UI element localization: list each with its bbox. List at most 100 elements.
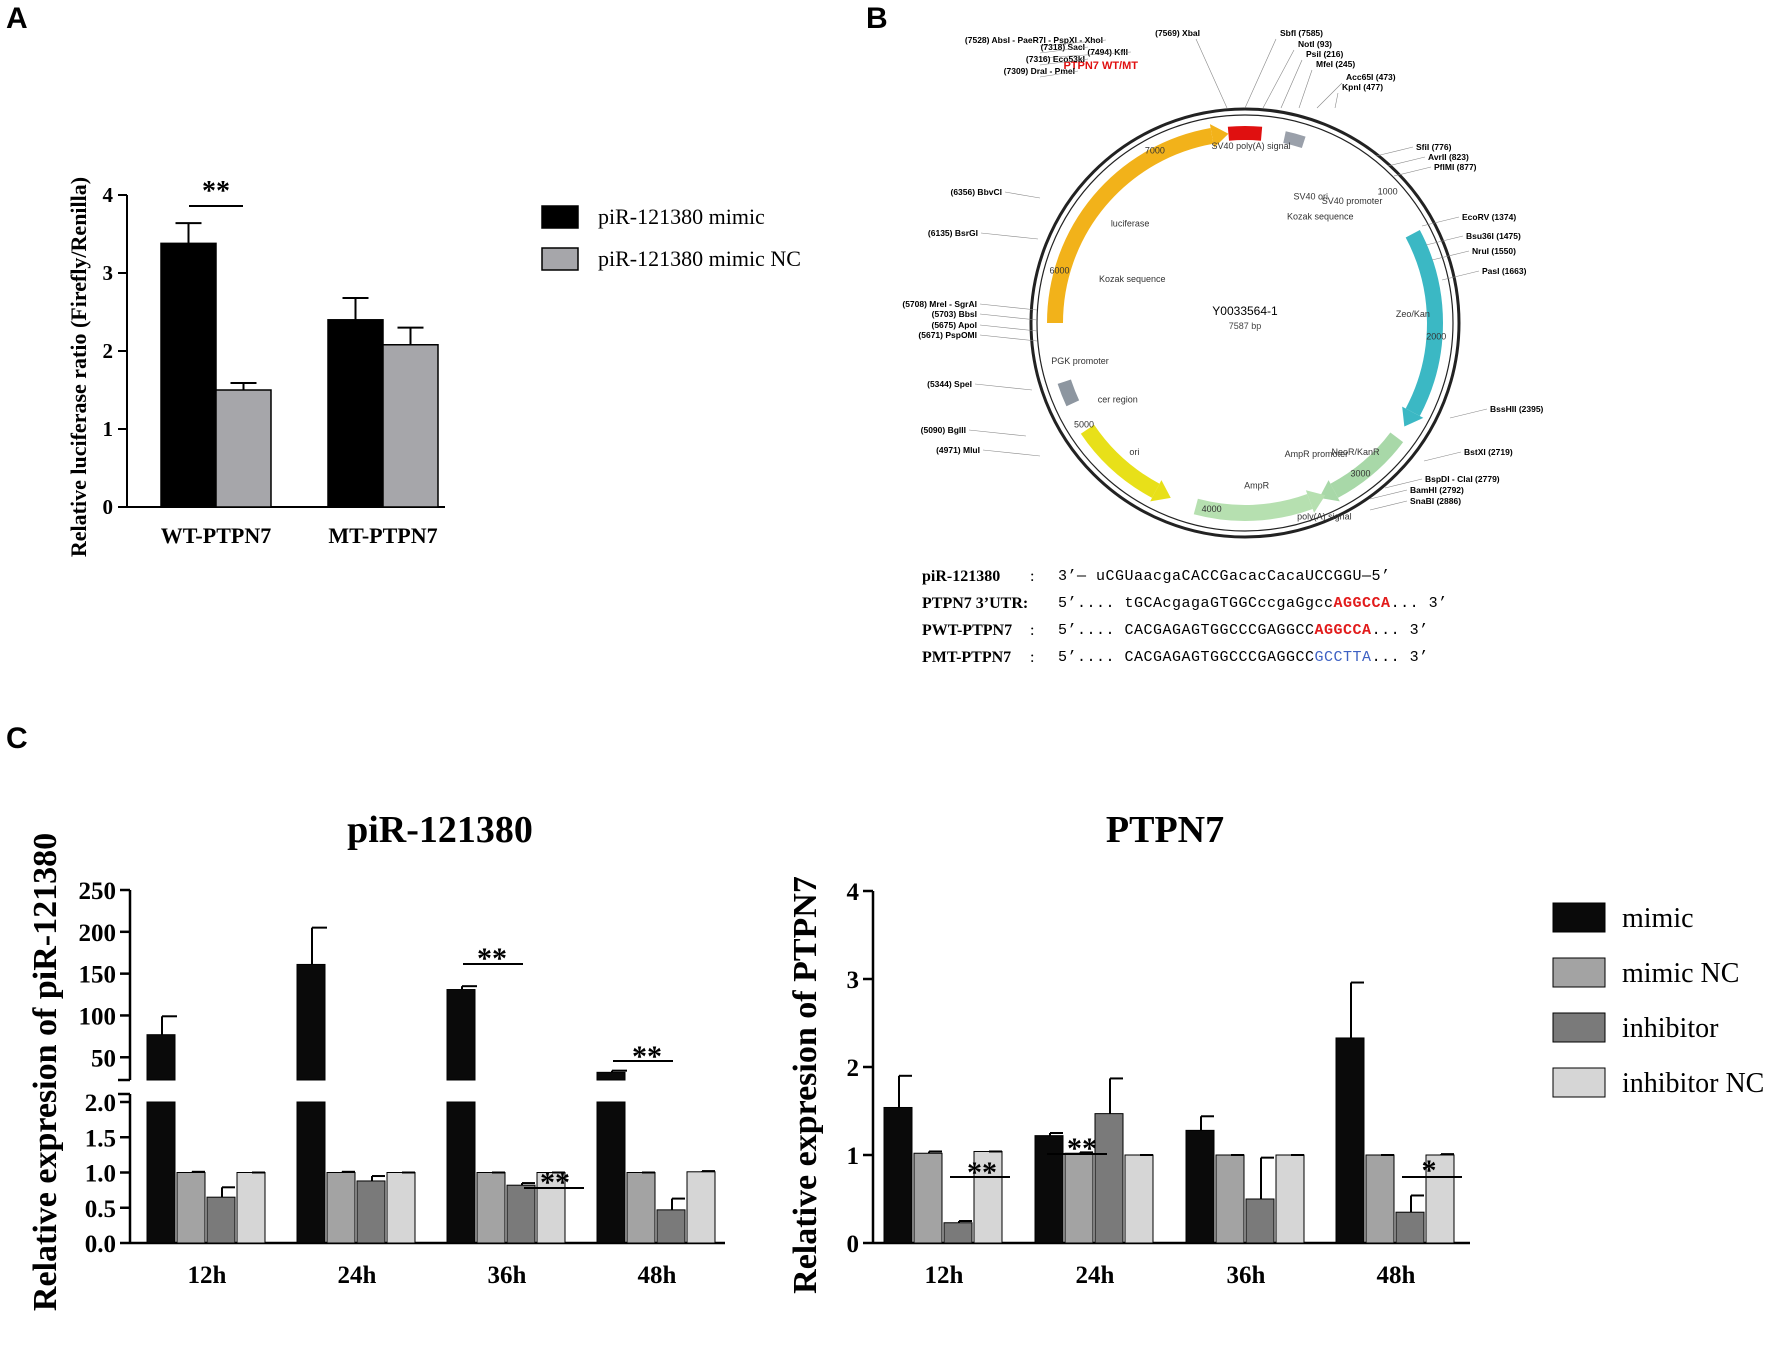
- site-leader-right: [1384, 478, 1423, 489]
- x-tick-label-a: WT-PTPN7: [161, 523, 271, 548]
- bar-c2: [1124, 1154, 1154, 1244]
- sequence-name: PWT-PTPN7: [922, 622, 1013, 639]
- bar-c2: [1034, 1135, 1064, 1244]
- site-label-top: NotI (93): [1298, 39, 1332, 49]
- site-leader-right: [1421, 216, 1460, 227]
- bar-c1: [656, 1209, 686, 1244]
- plasmid-feature-label: PGK promoter: [1051, 356, 1109, 366]
- x-tick-label-c2: 12h: [925, 1262, 964, 1289]
- bar-c1-lower: [146, 1101, 176, 1244]
- ori-feature: [1080, 424, 1160, 498]
- site-label-right: SfiI (776): [1416, 142, 1452, 152]
- bar-c2: [1395, 1211, 1425, 1244]
- y-tick-label-c1: 0.5: [85, 1196, 116, 1223]
- y-tick-label-c1: 50: [91, 1045, 116, 1072]
- panel-letter-c: C: [6, 722, 28, 755]
- y-axis-title-a: Relative luciferase ratio (Firefly/Renil…: [66, 177, 91, 557]
- site-leader-left: [1004, 191, 1041, 199]
- y-tick-label-a: 0: [103, 495, 114, 519]
- sequence-segment: ... 3’: [1390, 595, 1448, 612]
- y-axis-title-c2: Relative expresion of PTPN7: [787, 876, 824, 1294]
- sequence-text: 5’.... CACGAGAGTGGCCCGAGGCCAGGCCA... 3’: [1058, 622, 1429, 639]
- x-tick-label-c1: 24h: [338, 1262, 377, 1289]
- plasmid-feature-label: ori: [1129, 447, 1139, 457]
- site-label-left: (5344) SpeI: [927, 379, 972, 389]
- sig-star-c2: **: [967, 1156, 997, 1189]
- plasmid-tick-label: 5000: [1074, 420, 1094, 430]
- bar-c1: [356, 1180, 386, 1244]
- site-leader-left: [1039, 51, 1132, 59]
- luciferase-feature-head: [1209, 124, 1229, 148]
- y-tick-label-c2: 0: [847, 1231, 860, 1258]
- site-leader-top: [1262, 49, 1295, 109]
- x-tick-label-a: MT-PTPN7: [328, 523, 437, 548]
- plasmid-tick-label: 1000: [1378, 187, 1398, 197]
- sv40-promoter-feature-head: [1377, 187, 1397, 209]
- plasmid-size: 7587 bp: [1229, 321, 1262, 331]
- site-leader-left: [982, 449, 1041, 457]
- site-leader-left: [1039, 70, 1079, 78]
- bar-c2: [1064, 1152, 1094, 1244]
- sequence-colon: :: [1030, 649, 1035, 666]
- plasmid-tick-label: 3000: [1351, 468, 1371, 478]
- bar-c2: [883, 1106, 913, 1244]
- site-leader-top: [1316, 82, 1343, 109]
- bar-c1: [236, 1172, 266, 1244]
- chart-title-c2: PTPN7: [1106, 809, 1224, 851]
- sequence-colon: :: [1030, 622, 1035, 639]
- plasmid-map: 1000 2000 3000 4000 5000 6000 7000 Y0033564-1 75…: [902, 28, 1544, 539]
- site-leader-left: [979, 313, 1038, 321]
- sig-star-c1: **: [632, 1040, 662, 1073]
- site-label-top: KpnI (477): [1342, 82, 1383, 92]
- bar-c1-lower: [446, 1101, 476, 1244]
- chart-a-luciferase: 0 1 2 3 4 WT-PTPN7 MT-PTPN7 ** Relative lucifera…: [66, 176, 801, 557]
- bar-c1: [686, 1171, 716, 1244]
- bar-c1: [476, 1172, 506, 1244]
- site-leader-right: [1431, 250, 1470, 261]
- chart-title-c1: piR-121380: [347, 809, 533, 851]
- y-tick-label-c2: 3: [847, 967, 860, 994]
- site-leader-left: [979, 303, 1038, 311]
- site-label-top: MfeI (245): [1316, 59, 1355, 69]
- site-leader-left: [1039, 39, 1107, 47]
- plasmid-feature-label: NeoR/KanR: [1332, 447, 1381, 457]
- plasmid-tick-label: 7000: [1145, 145, 1165, 155]
- neor-feature: [1330, 432, 1404, 498]
- y-tick-label-a: 3: [103, 261, 114, 285]
- y-tick-label-c2: 1: [847, 1143, 860, 1170]
- site-leader-right: [1393, 166, 1432, 177]
- y-tick-label-c1: 1.0: [85, 1161, 116, 1188]
- site-label-right: PflMI (877): [1434, 162, 1477, 172]
- plasmid-feature-label: SV40 promoter: [1322, 196, 1383, 206]
- x-tick-label-c2: 36h: [1227, 1262, 1266, 1289]
- site-leader-left: [979, 334, 1038, 342]
- bar-c2: [973, 1150, 1003, 1244]
- bar-c2: [1215, 1154, 1245, 1244]
- legend-label-a: piR-121380 mimic NC: [598, 246, 801, 271]
- y-tick-label-c1: 0.0: [85, 1231, 116, 1258]
- site-label-right: EcoRV (1374): [1462, 212, 1516, 222]
- legend-label-c2: inhibitor: [1622, 1013, 1719, 1044]
- zeo-feature: [1405, 230, 1443, 416]
- site-leader-right: [1375, 146, 1414, 157]
- legend-swatch-a: [541, 247, 579, 271]
- sequence-segment: GCCTTA: [1314, 649, 1372, 666]
- site-label-left: (7528) AbsI - PaeR7I - PspXI - XhoI: [965, 35, 1103, 45]
- plasmid-feature-label: AmpR: [1244, 481, 1270, 491]
- sequence-text: 3’— uCGUaacgaCACCGacacCacaUCCGGU—5’: [1058, 568, 1391, 585]
- site-label-right: PasI (1663): [1482, 266, 1527, 276]
- plasmid-feature-label: Kozak sequence: [1099, 274, 1166, 284]
- site-label-left: (7494) KflI: [1087, 47, 1128, 57]
- site-label-top: SbfI (7585): [1280, 28, 1323, 38]
- site-leader-top: [1298, 69, 1313, 109]
- site-leader-right: [1425, 235, 1464, 246]
- site-label-left: (5671) PspOMI: [918, 330, 977, 340]
- sequence-segment: 5’.... CACGAGAGTGGCCCGAGGCC: [1058, 649, 1315, 666]
- sequence-segment: 3’— uCGUaacgaCACCGacacCacaUCCGGU—5’: [1058, 568, 1391, 585]
- sequence-colon: :: [1030, 568, 1035, 585]
- ampr-feature: [1193, 493, 1313, 521]
- plasmid-feature-label: AmpR promoter: [1285, 449, 1349, 459]
- site-label-top: (7569) XbaI: [1155, 28, 1200, 38]
- site-label-left: (7318) SacI: [1041, 42, 1085, 52]
